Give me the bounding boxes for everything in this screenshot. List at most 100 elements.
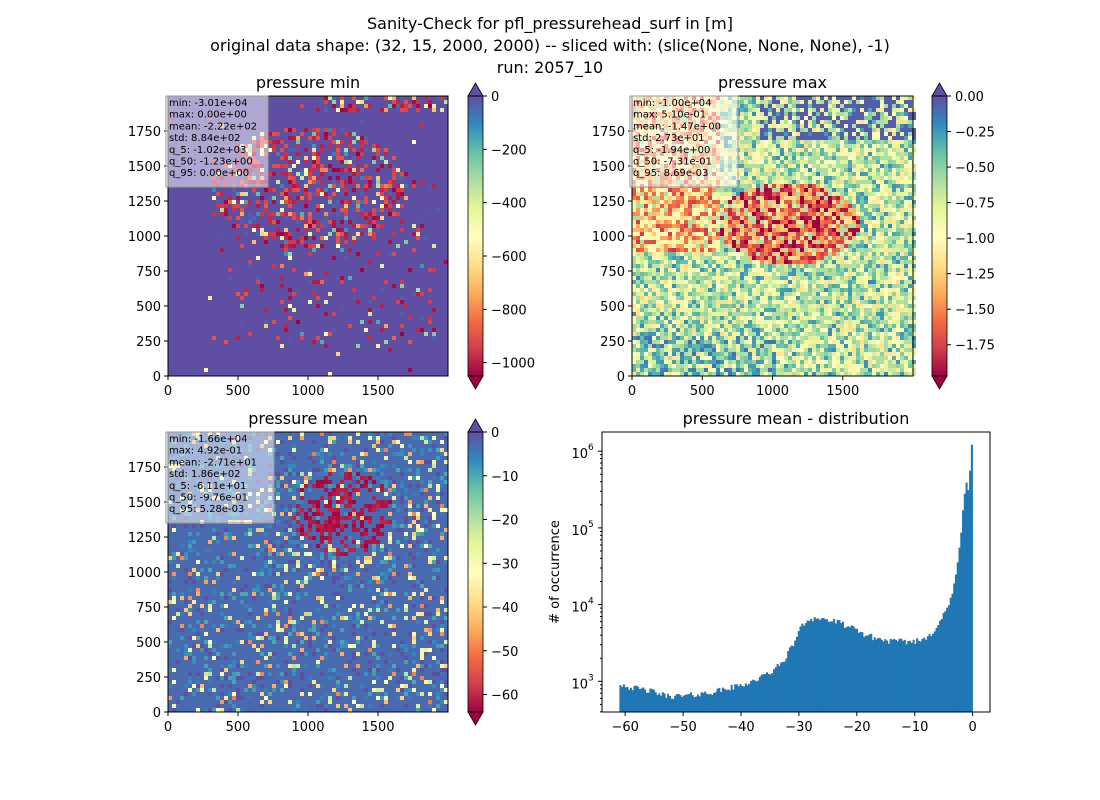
heatmap-cell [356, 200, 360, 204]
heatmap-cell [912, 132, 916, 136]
heatmap-cell [668, 288, 672, 292]
heatmap-cell [736, 328, 740, 332]
heatmap-cell [908, 112, 912, 116]
heatmap-cell [796, 120, 800, 124]
heatmap-cell [896, 268, 900, 272]
heatmap-cell [848, 96, 852, 100]
heatmap-cell [700, 232, 704, 236]
heatmap-cell [756, 284, 760, 288]
heatmap-cell [800, 248, 804, 252]
heatmap-cell [300, 104, 304, 108]
heatmap-cell [316, 188, 320, 192]
heatmap-cell [344, 220, 348, 224]
heatmap-cell [876, 276, 880, 280]
heatmap-cell [848, 252, 852, 256]
heatmap-cell [764, 240, 768, 244]
heatmap-cell [872, 308, 876, 312]
heatmap-cell [740, 152, 744, 156]
heatmap-cell [636, 228, 640, 232]
heatmap-cell [668, 312, 672, 316]
heatmap-cell [836, 124, 840, 128]
heatmap-cell [896, 232, 900, 236]
heatmap-cell [796, 312, 800, 316]
heatmap-cell [896, 216, 900, 220]
heatmap-cell [912, 164, 916, 168]
heatmap-cell [764, 192, 768, 196]
heatmap-cell [336, 176, 340, 180]
heatmap-cell [752, 340, 756, 344]
heatmap-cell [664, 268, 668, 272]
heatmap-cell [288, 204, 292, 208]
heatmap-cell [692, 224, 696, 228]
heatmap-cell [768, 328, 772, 332]
heatmap-cell [860, 184, 864, 188]
heatmap-cell [876, 300, 880, 304]
heatmap-cell [708, 196, 712, 200]
heatmap-cell [696, 320, 700, 324]
heatmap-cell [872, 212, 876, 216]
heatmap-cell [756, 328, 760, 332]
heatmap-cell [888, 328, 892, 332]
heatmap-cell [648, 336, 652, 340]
heatmap-cell [668, 244, 672, 248]
heatmap-cell [760, 148, 764, 152]
heatmap-cell [828, 212, 832, 216]
heatmap-cell [780, 320, 784, 324]
heatmap-cell [912, 248, 916, 252]
heatmap-cell [852, 308, 856, 312]
heatmap-cell [900, 312, 904, 316]
heatmap-cell [808, 272, 812, 276]
heatmap-cell [704, 260, 708, 264]
y-tick-label: 750 [136, 265, 161, 280]
heatmap-cell [344, 180, 348, 184]
heatmap-cell [812, 176, 816, 180]
heatmap-cell [844, 248, 848, 252]
heatmap-cell [896, 200, 900, 204]
heatmap-cell [368, 300, 372, 304]
heatmap-cell [688, 308, 692, 312]
heatmap-cell [852, 104, 856, 108]
heatmap-cell [816, 112, 820, 116]
heatmap-cell [884, 324, 888, 328]
heatmap-cell [264, 204, 268, 208]
heatmap-cell [744, 348, 748, 352]
heatmap-cell [696, 296, 700, 300]
heatmap-cell [376, 184, 380, 188]
heatmap-cell [692, 212, 696, 216]
heatmap-cell [716, 252, 720, 256]
heatmap-cell [316, 136, 320, 140]
heatmap-cell [688, 304, 692, 308]
heatmap-cell [792, 184, 796, 188]
heatmap-cell [792, 308, 796, 312]
heatmap-cell [744, 168, 748, 172]
heatmap-cell [340, 232, 344, 236]
heatmap-cell [284, 308, 288, 312]
heatmap-cell [844, 292, 848, 296]
heatmap-cell [744, 284, 748, 288]
heatmap-cell [748, 148, 752, 152]
heatmap-cell [680, 208, 684, 212]
heatmap-cell [824, 320, 828, 324]
heatmap-cell [800, 204, 804, 208]
heatmap-cell [344, 232, 348, 236]
heatmap-cell [640, 296, 644, 300]
heatmap-cell [664, 344, 668, 348]
heatmap-cell [636, 256, 640, 260]
heatmap-cell [712, 304, 716, 308]
heatmap-cell [436, 96, 440, 100]
heatmap-cell [364, 224, 368, 228]
heatmap-cell [280, 300, 284, 304]
heatmap-cell [848, 172, 852, 176]
heatmap-cell [864, 128, 868, 132]
heatmap-cell [412, 100, 416, 104]
heatmap-cell [776, 292, 780, 296]
heatmap-cell [644, 192, 648, 196]
heatmap-cell [804, 296, 808, 300]
heatmap-cell [292, 180, 296, 184]
heatmap-cell [660, 188, 664, 192]
heatmap-cell [868, 208, 872, 212]
heatmap-cell [908, 160, 912, 164]
heatmap-cell [832, 100, 836, 104]
heatmap-cell [892, 120, 896, 124]
heatmap-cell [724, 292, 728, 296]
